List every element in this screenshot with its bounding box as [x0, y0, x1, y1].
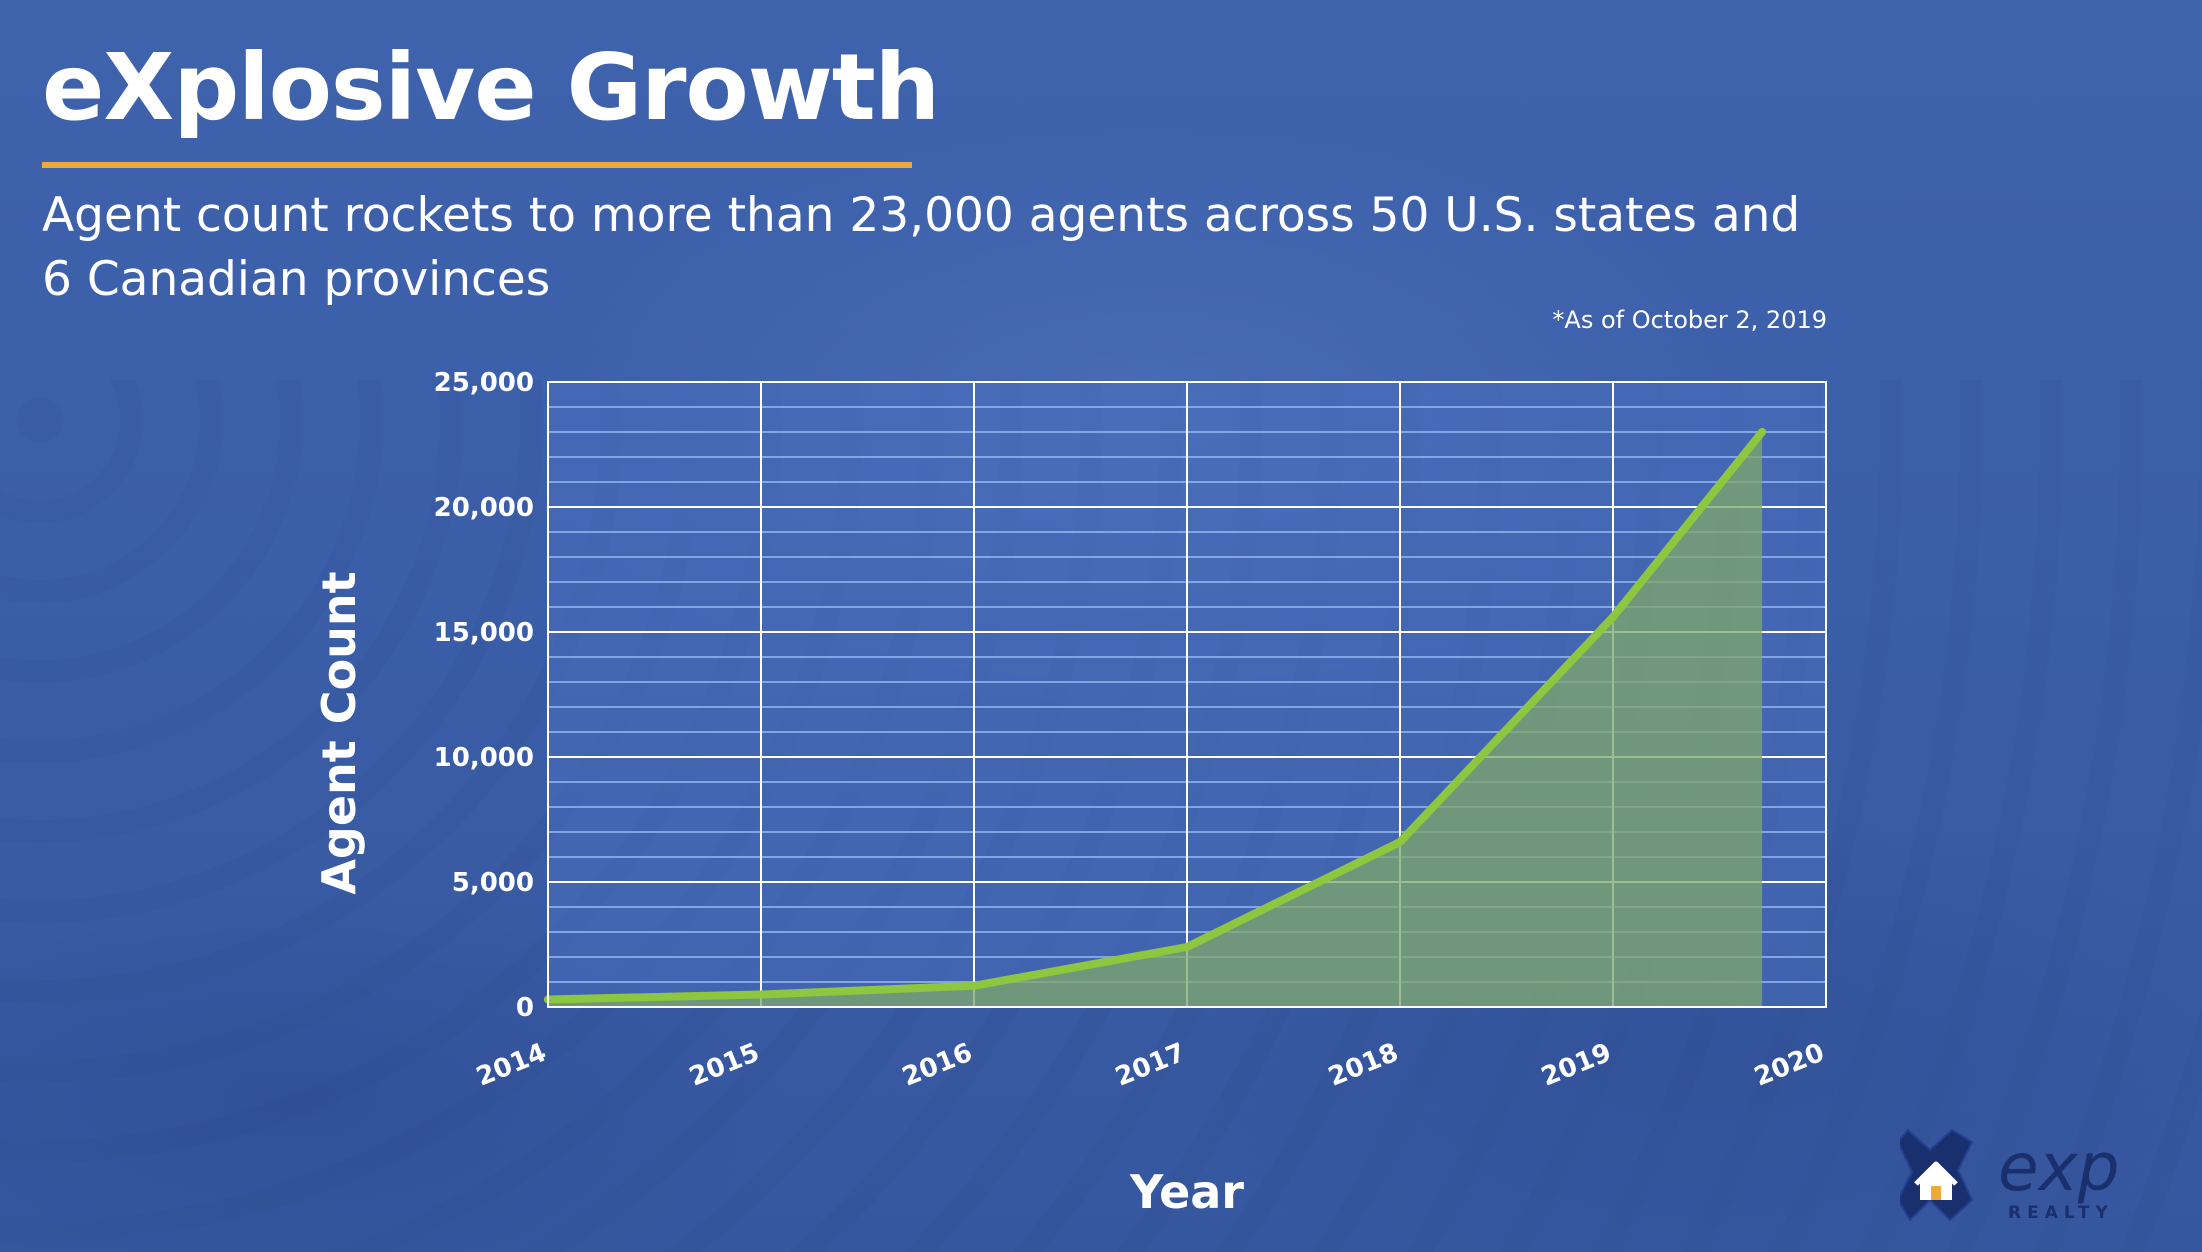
- as-of-footnote: *As of October 2, 2019: [1552, 306, 1827, 334]
- x-tick-label: 2015: [685, 1038, 763, 1093]
- logo-tagline: REALTY: [2008, 1203, 2114, 1223]
- plot-area: [544, 381, 1827, 1008]
- house-x-logo-icon: [1900, 1128, 1974, 1222]
- series-area-fill: [548, 432, 1763, 1007]
- x-tick-label: 2020: [1750, 1038, 1828, 1093]
- y-axis-title: Agent Count: [312, 571, 366, 894]
- y-tick-label: 20,000: [434, 493, 534, 523]
- data-point: [757, 990, 765, 999]
- logo-wordmark: exp: [1998, 1129, 2120, 1206]
- series-points: [544, 428, 1767, 1004]
- y-tick-label: 15,000: [434, 618, 534, 648]
- title-underline: [42, 162, 912, 168]
- data-point: [970, 981, 978, 990]
- plot-border: [547, 381, 1827, 1008]
- data-point: [1396, 838, 1404, 846]
- exp-realty-logo: exp REALTY: [1900, 1128, 2120, 1223]
- y-axis-ticks: 0 5,000 10,000 15,000 20,000 25,000: [434, 368, 534, 1023]
- x-tick-label: 2017: [1111, 1038, 1189, 1093]
- y-tick-label: 25,000: [434, 368, 534, 398]
- x-axis-ticks: 2014 2015 2016 2017 2018 2019 2020: [472, 1038, 1828, 1093]
- slide-title: eXplosive Growth: [42, 34, 940, 141]
- y-tick-label: 10,000: [434, 743, 534, 773]
- data-point: [1183, 943, 1191, 951]
- x-tick-label: 2019: [1537, 1038, 1615, 1093]
- x-tick-label: 2018: [1324, 1038, 1402, 1093]
- data-point: [1758, 428, 1767, 436]
- slide-subtitle: Agent count rockets to more than 23,000 …: [42, 188, 1801, 307]
- y-tick-label: 5,000: [452, 868, 534, 898]
- x-axis-title: Year: [1129, 1165, 1244, 1219]
- data-point: [1609, 613, 1617, 621]
- x-tick-label: 2014: [472, 1038, 550, 1093]
- x-tick-label: 2016: [898, 1038, 976, 1093]
- y-tick-label: 0: [516, 993, 534, 1023]
